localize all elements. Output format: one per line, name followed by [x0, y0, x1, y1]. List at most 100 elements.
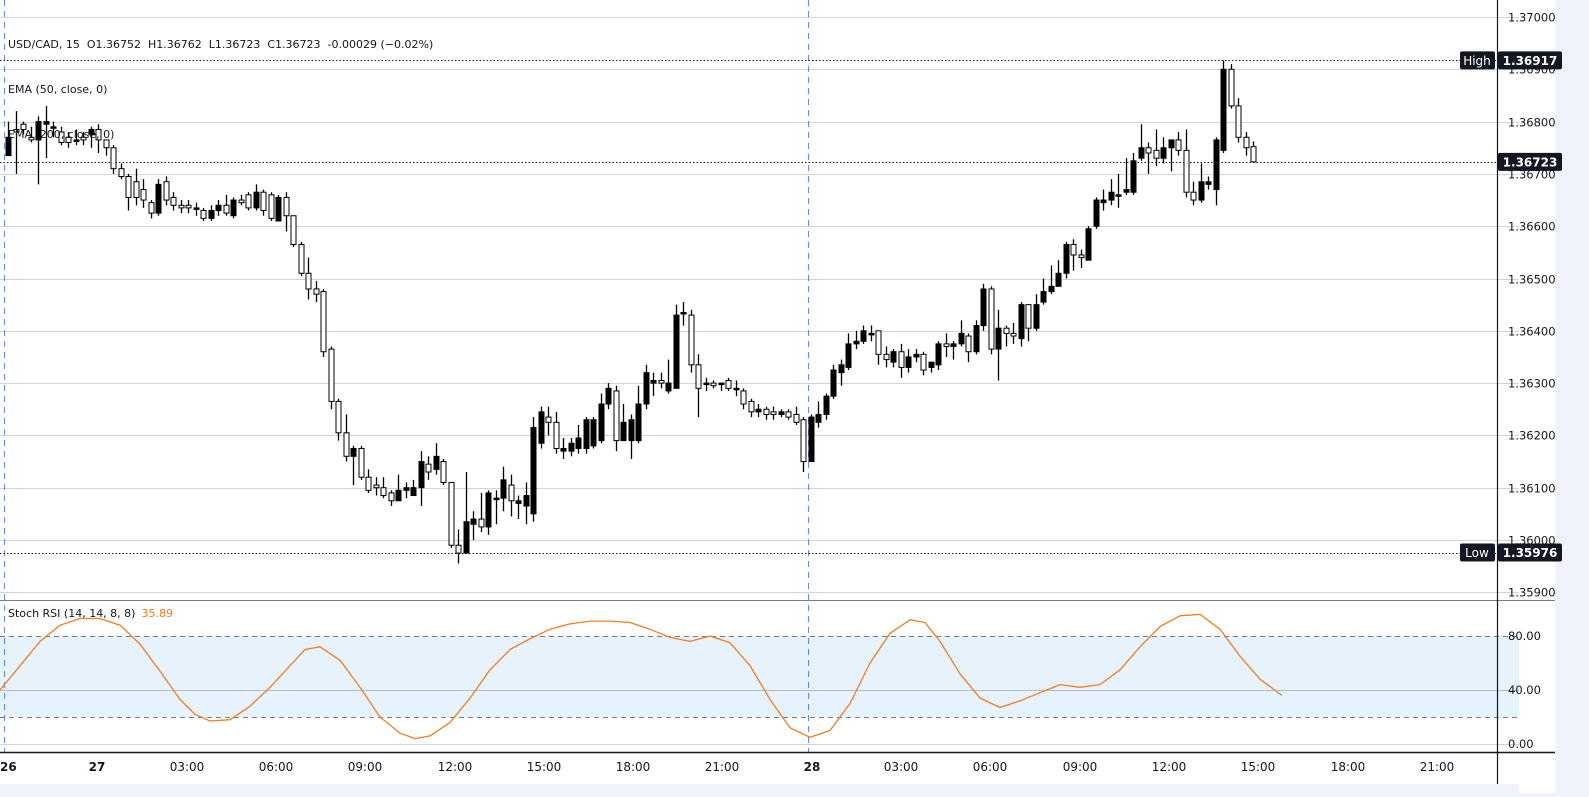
candle-body-up [208, 210, 215, 219]
candle [1235, 98, 1242, 143]
candle-body-up [193, 207, 200, 210]
candle [635, 385, 642, 444]
candle-body-up [1123, 189, 1130, 193]
candle [230, 197, 237, 219]
price-tick-label: 1.35900 [1508, 586, 1556, 600]
candle [1190, 181, 1197, 206]
candle-body-down [875, 330, 882, 355]
candle [1175, 132, 1182, 156]
candle-body-down [943, 343, 950, 347]
candle-body-down [335, 400, 342, 434]
time-axis[interactable]: 26 27 03:00 06:00 09:00 12:00 15:00 18:00 21:00 2… [0, 760, 1454, 774]
candle [208, 205, 215, 221]
candle-body-down [1183, 149, 1190, 193]
candle [1160, 137, 1167, 164]
candle-body-up [1093, 199, 1100, 227]
candle-body-down [200, 210, 207, 219]
candle [238, 194, 245, 206]
candle-body-down [1003, 327, 1010, 334]
candle-body-up [530, 427, 537, 515]
candle-body-up [853, 340, 860, 345]
candle-body-up [778, 411, 785, 415]
candle-body-up [995, 327, 1002, 350]
candle [845, 333, 852, 371]
candle-body-down [238, 199, 245, 204]
candle [673, 304, 680, 389]
candle [965, 333, 972, 363]
candle [875, 330, 882, 365]
candle [598, 393, 605, 444]
stoch-rsi-value: 35.89 [141, 607, 173, 620]
candle-body-up [1055, 272, 1062, 287]
time-axis-label: 18:00 [1331, 760, 1366, 774]
candle-body-down [965, 335, 972, 353]
candle [425, 456, 432, 480]
candlestick-series [5, 60, 1257, 564]
indicator-ema-200[interactable]: EMA (200, close, 0) [8, 128, 115, 141]
candle-body-down [763, 408, 770, 415]
time-axis-label: 27 [89, 760, 106, 774]
candle-body-down [103, 139, 110, 149]
candle-body-up [583, 419, 590, 449]
candle-body-up [913, 353, 920, 358]
session-dividers [4, 0, 809, 752]
low-value-tag-bg [1498, 543, 1562, 562]
candle-body-down [58, 131, 65, 144]
candle-body-down [343, 432, 350, 457]
candle [793, 406, 800, 425]
candle [995, 309, 1002, 381]
candle [1213, 137, 1220, 206]
candle-body-up [43, 121, 50, 125]
candle-body-up [605, 387, 612, 405]
candle-body-up [935, 343, 942, 366]
candle [883, 346, 890, 368]
rsi-tick-label: 0.00 [1508, 737, 1534, 751]
time-axis-label: 21:00 [705, 760, 740, 774]
candle [215, 200, 222, 216]
candle-body-up [568, 442, 575, 452]
candle [463, 472, 470, 554]
candle [358, 445, 365, 480]
candle [538, 406, 545, 449]
candle [193, 202, 200, 216]
candle-body-down [1070, 244, 1077, 256]
candle-body-down [920, 353, 927, 371]
candle [43, 105, 50, 159]
candle [815, 401, 822, 428]
stoch-rsi-legend[interactable]: Stoch RSI (14, 14, 8, 8) 35.89 [8, 607, 173, 620]
plot-background [0, 0, 1519, 752]
stoch-rsi-polyline [0, 613, 1283, 740]
candle [1063, 241, 1070, 279]
price-tick-label: 1.36500 [1508, 273, 1556, 287]
candle [320, 288, 327, 357]
candle-body-up [1040, 291, 1047, 303]
candle [268, 192, 275, 221]
candle-body-up [433, 455, 440, 470]
candle-body-down [898, 351, 905, 368]
time-axis-label: 28 [804, 760, 821, 774]
candle [1100, 189, 1107, 211]
candle-body-up [755, 408, 762, 413]
candle-body-up [1033, 304, 1040, 329]
candle-body-up [418, 461, 425, 489]
indicator-ema-50[interactable]: EMA (50, close, 0) [8, 83, 108, 96]
candle-body-up [485, 492, 492, 528]
time-axis-label: 18:00 [616, 760, 651, 774]
candle [913, 349, 920, 363]
candle [305, 257, 312, 300]
high-low-lines [0, 60, 1497, 554]
candle-body-down [695, 364, 702, 389]
time-axis-label: 09:00 [348, 760, 383, 774]
candle-body-up [50, 126, 57, 129]
symbol-ohlc-line[interactable]: USD/CAD, 15 O1.36752 H1.36762 L1.36723 C… [8, 38, 434, 51]
high-label-bg [1460, 51, 1495, 70]
stoch-rsi-title: Stoch RSI (14, 14, 8, 8) [8, 607, 136, 620]
candle-body-down [1243, 136, 1250, 149]
candle [943, 333, 950, 357]
candle [508, 474, 515, 517]
candle-body-up [275, 196, 282, 222]
candle [328, 346, 335, 410]
candle [658, 372, 665, 389]
